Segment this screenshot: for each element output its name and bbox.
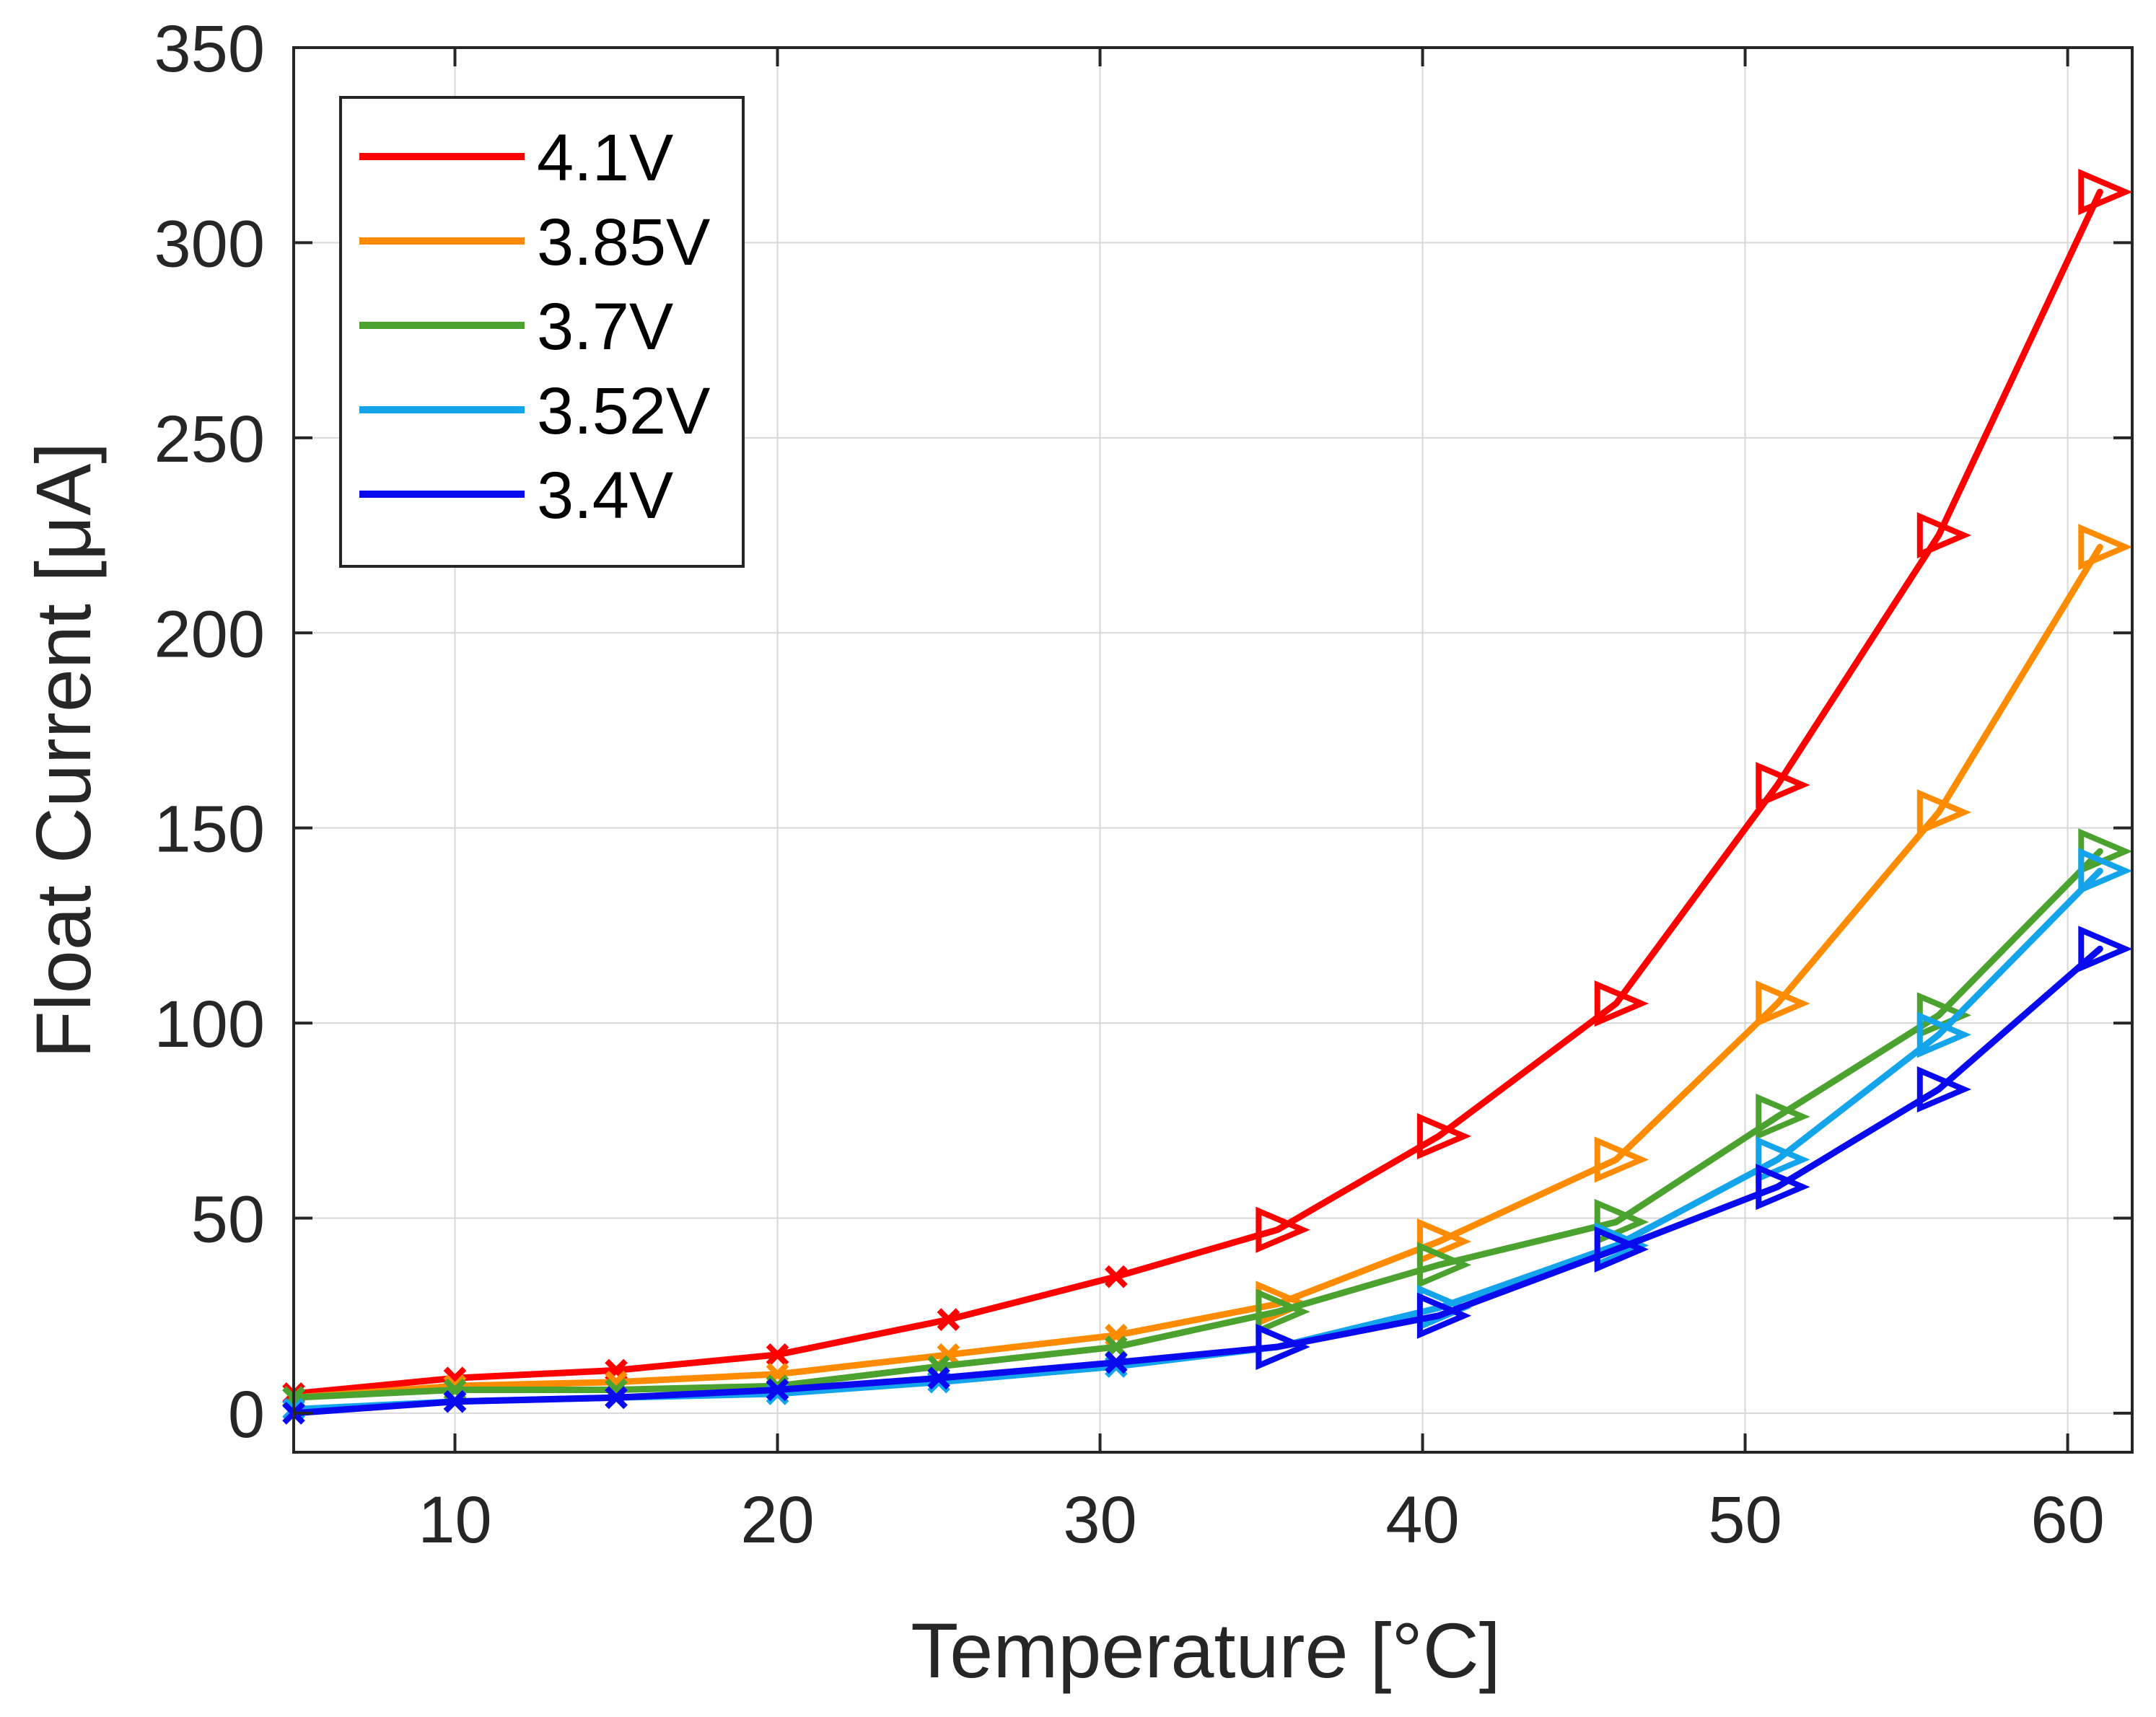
data-point-x-marker	[766, 1343, 789, 1366]
series-line-3-85v	[290, 543, 2103, 1401]
data-point-x-marker	[937, 1308, 960, 1331]
data-point-triangle-marker	[1256, 1288, 1310, 1335]
series-line-3-7v	[290, 848, 2103, 1401]
series-4-1v	[282, 169, 2133, 1405]
plot-frame	[292, 46, 2134, 1454]
data-point-triangle-marker	[1416, 1112, 1472, 1159]
data-point-x-marker	[605, 1386, 628, 1410]
legend-label: 3.4V	[537, 459, 673, 532]
data-point-triangle-marker	[1916, 1066, 1972, 1113]
data-point-triangle-marker	[1756, 1093, 1810, 1140]
data-point-triangle-marker	[2078, 524, 2133, 571]
data-point-triangle-marker	[1416, 1292, 1472, 1339]
data-point-triangle-marker	[2078, 169, 2133, 216]
x-tick-label: 40	[1385, 1483, 1459, 1557]
data-point-triangle-marker	[1256, 1206, 1310, 1253]
legend-label: 3.85V	[537, 206, 710, 279]
data-point-x-marker	[443, 1389, 467, 1413]
axis-tick-labels: 10 20 30 40 50 60 0 50 100 150 200 250 300 350	[154, 12, 2105, 1557]
y-axis-title: Float Current [μA]	[19, 442, 107, 1059]
legend-entry-3-85v: 3.85V	[359, 206, 710, 279]
axis-ticks	[294, 46, 2132, 1452]
y-tick-label: 200	[154, 597, 266, 671]
data-point-triangle-marker	[1756, 980, 1810, 1027]
data-point-triangle-marker	[1416, 1242, 1472, 1288]
data-point-triangle-marker	[1416, 1218, 1472, 1265]
y-tick-label: 350	[154, 12, 266, 86]
x-tick-label: 20	[740, 1483, 814, 1557]
y-tick-label: 150	[154, 793, 266, 866]
data-point-triangle-marker	[1756, 1136, 1810, 1183]
x-tick-label: 50	[1708, 1483, 1782, 1557]
x-tick-label: 60	[2030, 1483, 2104, 1557]
y-tick-label: 50	[191, 1183, 265, 1257]
legend-label: 4.1V	[537, 121, 673, 195]
data-point-triangle-marker	[1594, 1226, 1649, 1273]
series-line-4-1v	[290, 188, 2103, 1397]
data-point-triangle-marker	[1594, 1136, 1649, 1183]
series-line-3-4v	[290, 945, 2103, 1417]
data-point-triangle-marker	[2078, 848, 2133, 895]
legend-entry-3-52v: 3.52V	[359, 374, 710, 448]
data-point-triangle-marker	[2078, 926, 2133, 972]
data-point-triangle-marker	[1756, 762, 1810, 809]
legend-entry-3-4v: 3.4V	[359, 459, 673, 532]
data-point-triangle-marker	[1256, 1323, 1310, 1371]
series-layer	[282, 169, 2133, 1425]
data-point-triangle-marker	[1756, 1164, 1810, 1211]
data-point-triangle-marker	[1916, 1011, 1972, 1058]
y-tick-label: 300	[154, 207, 266, 281]
x-tick-label: 10	[418, 1483, 491, 1557]
y-tick-label: 100	[154, 988, 266, 1061]
legend-entry-4-1v: 4.1V	[359, 121, 673, 195]
legend: 4.1V 3.85V 3.7V 3.52V 3.4V	[339, 96, 745, 568]
data-point-triangle-marker	[1594, 1198, 1649, 1245]
y-tick-label: 0	[228, 1378, 265, 1452]
data-point-x-marker	[1105, 1351, 1128, 1374]
legend-box	[339, 96, 745, 568]
data-point-triangle-marker	[1916, 511, 1972, 559]
data-point-triangle-marker	[1916, 789, 1972, 836]
data-point-triangle-marker	[1594, 980, 1649, 1027]
x-tick-label: 30	[1063, 1483, 1136, 1557]
legend-entry-3-7v: 3.7V	[359, 290, 673, 364]
x-axis-title: Temperature [°C]	[911, 1607, 1501, 1694]
series-3-4v	[282, 926, 2133, 1425]
legend-label: 3.7V	[537, 290, 673, 364]
data-point-x-marker	[927, 1366, 950, 1390]
y-tick-label: 250	[154, 403, 266, 476]
data-point-x-marker	[1105, 1265, 1128, 1288]
data-point-x-marker	[766, 1378, 789, 1402]
legend-label: 3.52V	[537, 374, 710, 448]
